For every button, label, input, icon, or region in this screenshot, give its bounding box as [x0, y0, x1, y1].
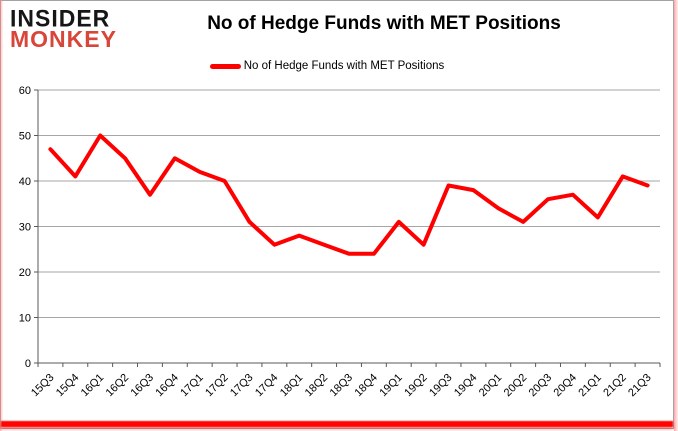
data-series-line	[48, 133, 650, 256]
y-gridlines	[38, 89, 660, 318]
x-tick-label: 18Q4	[352, 372, 380, 400]
x-tick-label: 18Q2	[303, 372, 331, 400]
x-tick-label: 20Q1	[477, 372, 505, 400]
legend-label: No of Hedge Funds with MET Positions	[243, 60, 445, 72]
y-tick-label: 10	[19, 313, 31, 325]
right-edge-accent	[674, 0, 678, 431]
x-tick-label: 19Q3	[427, 372, 455, 400]
x-tick-label: 16Q3	[129, 372, 157, 400]
x-tick-label: 21Q3	[626, 372, 654, 400]
x-tick-label: 16Q1	[79, 372, 107, 400]
x-tick-label: 21Q2	[601, 372, 629, 400]
x-tick-label: 20Q4	[552, 372, 580, 400]
legend-line-swatch	[209, 63, 241, 69]
x-tick-label: 17Q1	[178, 372, 206, 400]
y-tick-labels: 0 10 20 30 40 50 60	[19, 85, 31, 370]
y-tick-label: 60	[19, 85, 31, 97]
x-tick-label: 18Q1	[278, 372, 306, 400]
x-tick-label: 17Q3	[228, 372, 256, 400]
logo-text-insider: INSIDER	[10, 4, 111, 32]
x-tick-label: 17Q2	[203, 372, 231, 400]
logo-text-monkey: MONKEY	[10, 26, 117, 53]
x-tick-label: 19Q1	[377, 372, 405, 400]
chart-title: No of Hedge Funds with MET Positions	[207, 13, 561, 34]
insider-monkey-logo: INSIDER MONKEY	[10, 4, 117, 53]
x-tick-label: 18Q3	[328, 372, 356, 400]
y-tick-label: 50	[19, 131, 31, 143]
left-edge-accent	[0, 0, 3, 431]
axes	[34, 89, 661, 367]
x-tick-label: 21Q1	[576, 372, 604, 400]
x-tick-label: 15Q4	[54, 372, 82, 400]
x-tick-label: 17Q4	[253, 372, 281, 400]
x-tick-label: 20Q2	[502, 372, 530, 400]
y-tick-label: 20	[19, 267, 31, 279]
legend: No of Hedge Funds with MET Positions	[0, 58, 666, 74]
y-tick-label: 40	[19, 176, 31, 188]
bottom-red-bar	[1, 421, 673, 427]
x-tick-labels: 15Q315Q416Q116Q216Q316Q417Q117Q217Q317Q4…	[29, 372, 654, 400]
x-tick-label: 19Q4	[452, 372, 480, 400]
x-tick-label: 19Q2	[402, 372, 430, 400]
x-tick-label: 15Q3	[29, 372, 57, 400]
y-tick-label: 30	[19, 222, 31, 234]
x-tick-label: 16Q4	[153, 372, 181, 400]
x-tick-label: 20Q3	[527, 372, 555, 400]
x-tick-label: 16Q2	[104, 372, 132, 400]
y-tick-label: 0	[25, 358, 31, 370]
